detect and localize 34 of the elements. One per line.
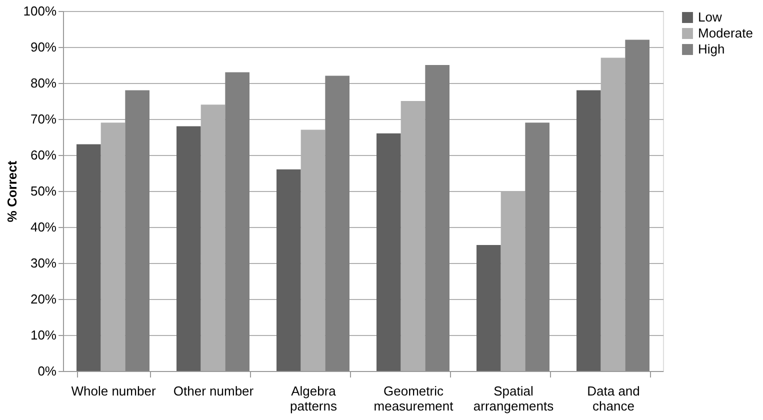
- y-tick-label: 50%: [30, 184, 57, 198]
- bar: [576, 90, 601, 371]
- legend-label: Moderate: [698, 26, 753, 40]
- y-tick-label: 20%: [30, 292, 57, 306]
- bar: [76, 144, 101, 371]
- bar: [276, 169, 301, 371]
- bar: [525, 122, 550, 371]
- x-tick-label: Whole number: [71, 384, 156, 398]
- bar: [176, 126, 201, 371]
- y-tick-label: 10%: [30, 328, 57, 342]
- y-tick-label: 100%: [23, 4, 57, 18]
- y-tick-label: 70%: [30, 112, 57, 126]
- bar: [325, 76, 350, 371]
- x-tick-label: Other number: [173, 384, 254, 398]
- y-tick-label: 60%: [30, 148, 57, 162]
- bar: [376, 133, 401, 371]
- x-tick-label: Data and chance: [587, 384, 640, 414]
- bar: [625, 40, 650, 371]
- x-tick-label: Spatial arrangements: [473, 384, 554, 414]
- y-tick-label: 30%: [30, 256, 57, 270]
- bar: [225, 72, 250, 371]
- y-axis-title: % Correct: [4, 160, 20, 222]
- y-tick-label: 90%: [30, 40, 57, 54]
- bar: [476, 245, 501, 371]
- x-tick-label: Geometric measurement: [374, 384, 454, 414]
- y-tick-label: 0%: [38, 364, 57, 378]
- legend-label: Low: [698, 10, 722, 24]
- bar: [425, 65, 450, 371]
- legend-label: High: [698, 42, 725, 56]
- x-tick-label: Algebra patterns: [290, 384, 338, 414]
- y-tick-label: 40%: [30, 220, 57, 234]
- bar: [125, 90, 150, 371]
- bar: [100, 122, 126, 371]
- y-tick-label: 80%: [30, 76, 57, 90]
